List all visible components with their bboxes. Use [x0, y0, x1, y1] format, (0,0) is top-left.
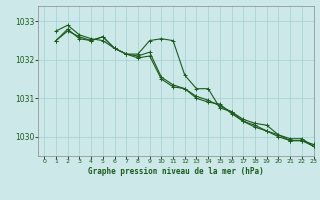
- X-axis label: Graphe pression niveau de la mer (hPa): Graphe pression niveau de la mer (hPa): [88, 167, 264, 176]
